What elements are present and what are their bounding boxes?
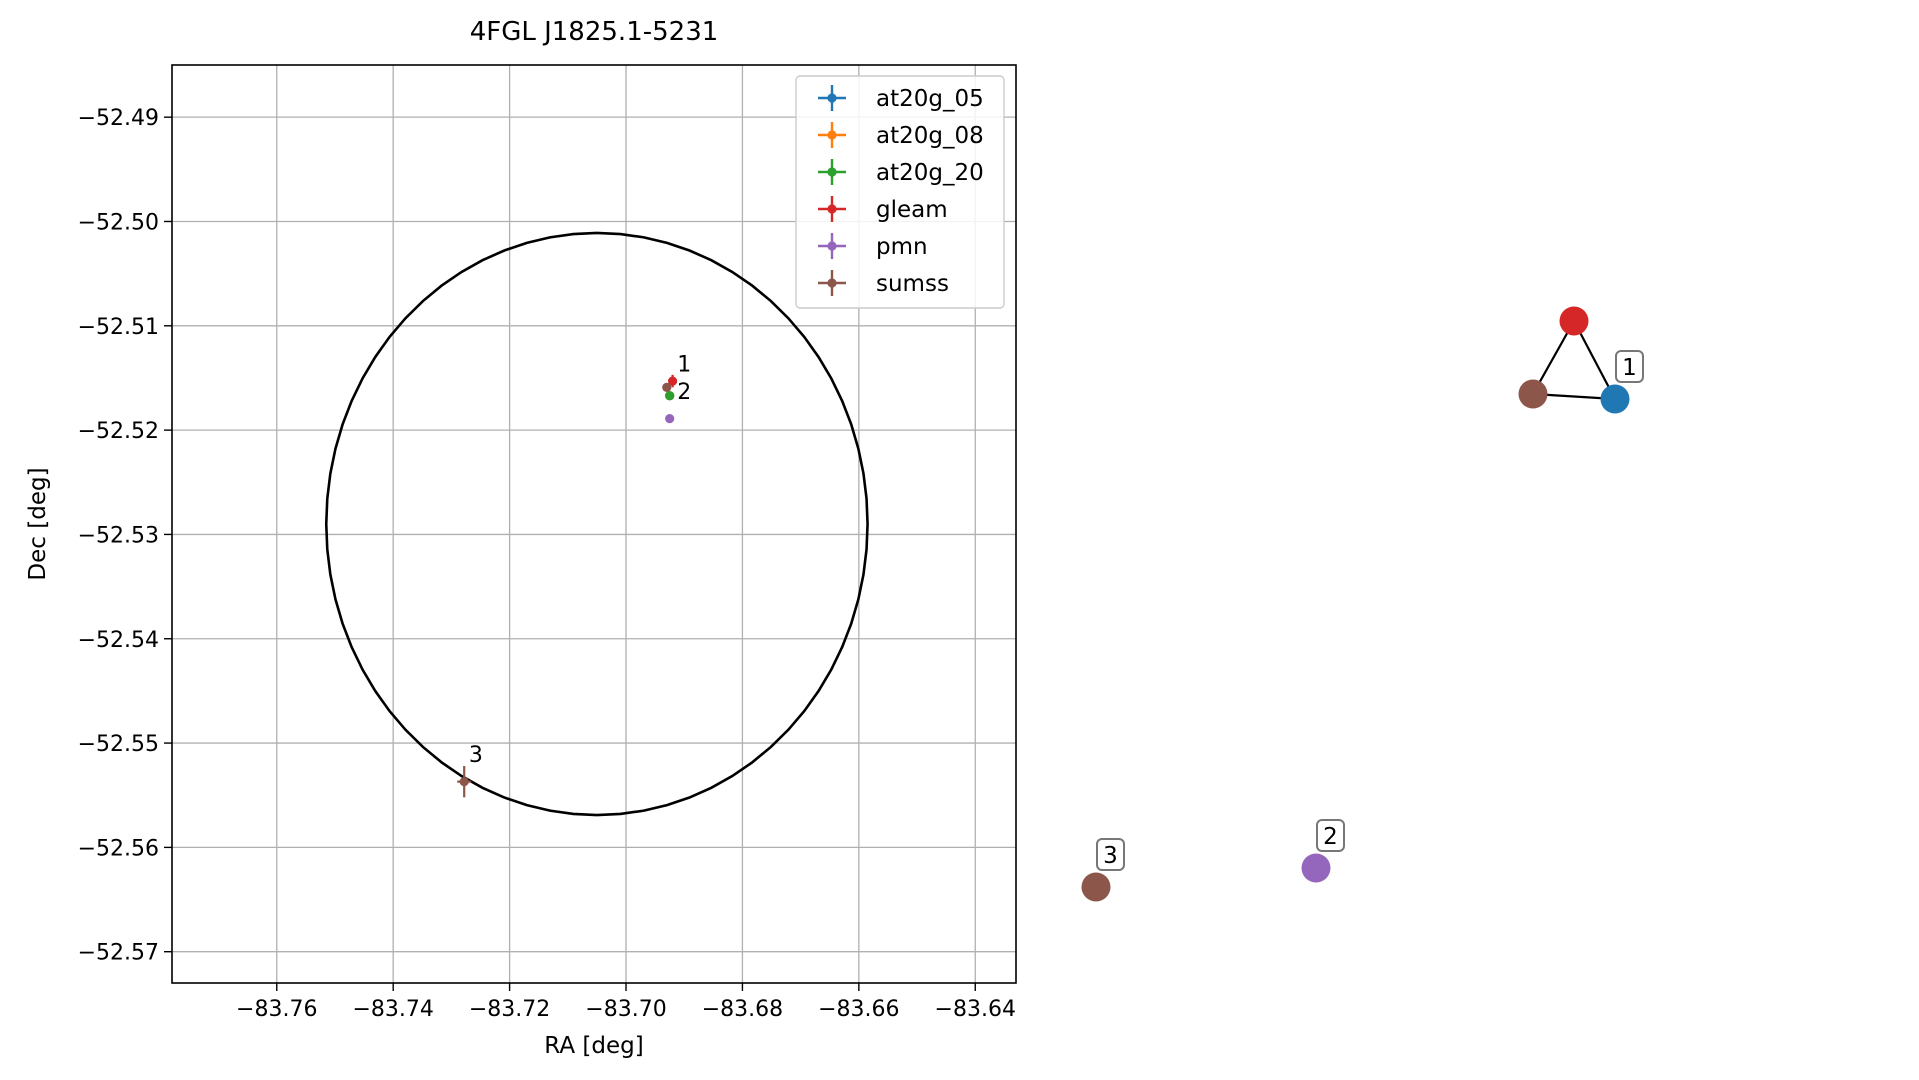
- point-pmn: [665, 414, 675, 424]
- network-label-box: [1316, 819, 1345, 852]
- legend-swatch-marker: [827, 278, 837, 288]
- network-node-label: 2: [1323, 824, 1338, 850]
- network-nodes: 1 2 3: [1081, 306, 1644, 902]
- point-annotation: 1: [677, 353, 691, 378]
- point-sumss: [459, 777, 469, 787]
- legend-entry-sumss: sumss: [818, 270, 949, 297]
- network-label-box: [1096, 838, 1125, 871]
- y-tick-label: −52.57: [78, 941, 159, 966]
- x-tick-label: −83.66: [818, 997, 899, 1022]
- network-node-label: 3: [1103, 843, 1118, 869]
- legend-swatch-marker: [827, 130, 837, 140]
- legend-entry-at20g_20: at20g_20: [818, 159, 984, 186]
- plot-frame: [171, 64, 1017, 984]
- y-tick-label: −52.54: [78, 628, 159, 653]
- association-network: 1 2 3: [1081, 306, 1644, 902]
- network-node-sumss: [1518, 379, 1548, 409]
- network-label-box: [1615, 350, 1644, 383]
- legend-box: [795, 75, 1005, 309]
- legend-label: at20g_20: [876, 160, 984, 186]
- legend-label: at20g_05: [876, 86, 984, 112]
- network-node-gleam: [1559, 306, 1589, 336]
- point-sumss: [662, 382, 672, 392]
- legend-label: pmn: [876, 234, 928, 260]
- point-annotation: 2: [677, 380, 691, 405]
- error-ellipse: [324, 231, 869, 817]
- y-tick-label: −52.50: [78, 210, 159, 235]
- point-at20g_20: [665, 391, 675, 401]
- data-marks: [457, 374, 678, 798]
- legend-entry-at20g_08: at20g_08: [818, 122, 984, 149]
- y-tick-label: −52.56: [78, 836, 159, 861]
- y-axis-ticks: −52.49 −52.50 −52.51 −52.52 −52.53 −52.54 −52.…: [78, 106, 172, 966]
- legend-label: sumss: [876, 271, 949, 297]
- legend-label: gleam: [876, 197, 948, 223]
- legend-swatch-marker: [827, 167, 837, 177]
- chart-title: 4FGL J1825.1-5231: [470, 17, 719, 47]
- x-axis-ticks: −83.76 −83.74 −83.72 −83.70 −83.68 −83.66 −83.…: [236, 983, 1016, 1022]
- y-tick-label: −52.55: [78, 732, 159, 757]
- x-tick-label: −83.64: [935, 997, 1016, 1022]
- x-tick-label: −83.70: [585, 997, 666, 1022]
- legend-entry-pmn: pmn: [818, 233, 928, 260]
- legend-swatch-marker: [827, 241, 837, 251]
- network-edge: [1573, 320, 1616, 400]
- y-tick-label: −52.49: [78, 106, 159, 131]
- y-tick-label: −52.53: [78, 523, 159, 548]
- point-annotations: 12 3: [469, 353, 691, 768]
- x-tick-label: −83.68: [702, 997, 783, 1022]
- y-tick-label: −52.52: [78, 419, 159, 444]
- network-node-at20g: [1600, 384, 1630, 414]
- x-tick-label: −83.76: [236, 997, 317, 1022]
- legend-entry-gleam: gleam: [818, 196, 948, 223]
- x-tick-label: −83.74: [352, 997, 433, 1022]
- network-node-label: 1: [1622, 355, 1637, 381]
- point-annotation: 3: [469, 743, 483, 768]
- scatter-plot: 4FGL J1825.1-5231 12 3 −83.76 −83.74 −83.72…: [25, 17, 1017, 1059]
- network-node-pmn: [1301, 853, 1331, 883]
- x-tick-label: −83.72: [469, 997, 550, 1022]
- legend-swatch-marker: [827, 204, 837, 214]
- point-gleam: [667, 376, 678, 386]
- legend-entry-at20g_05: at20g_05: [818, 85, 984, 112]
- y-axis-label: Dec [deg]: [25, 467, 51, 580]
- network-node-sumss_2: [1081, 872, 1111, 902]
- legend-swatch-marker: [827, 93, 837, 103]
- y-tick-label: −52.51: [78, 315, 159, 340]
- legend-label: at20g_08: [876, 123, 984, 149]
- x-axis-label: RA [deg]: [544, 1033, 643, 1059]
